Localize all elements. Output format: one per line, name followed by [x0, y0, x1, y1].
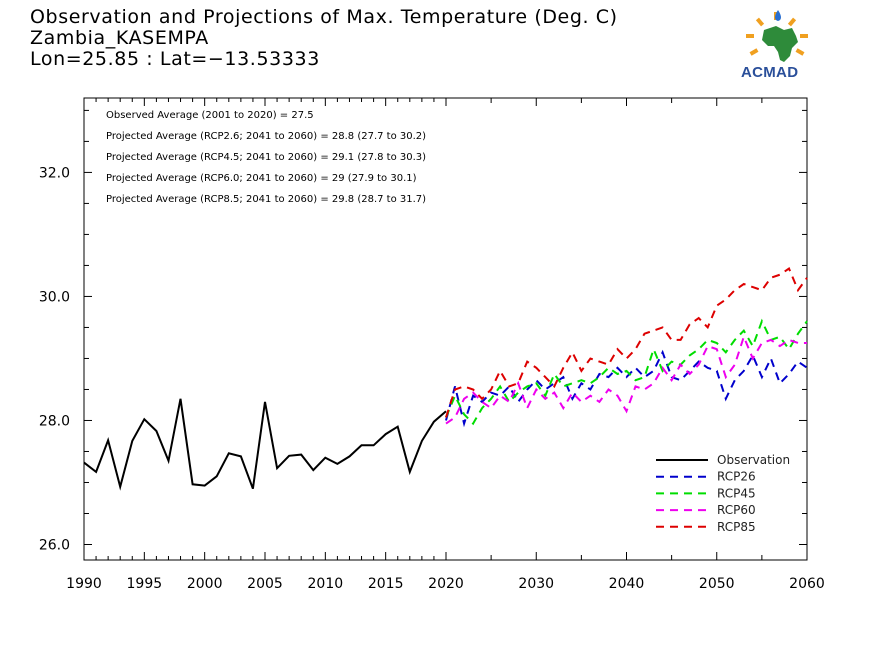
x-tick-label: 2060	[789, 576, 825, 592]
annotation-line: Observed Average (2001 to 2020) = 27.5	[106, 110, 314, 121]
plot-frame	[83, 97, 808, 561]
x-tick-label: 2040	[609, 576, 645, 592]
annotation-line: Projected Average (RCP8.5; 2041 to 2060)…	[106, 194, 426, 205]
x-tick-label: 2030	[518, 576, 554, 592]
x-tick-label: 2010	[308, 576, 344, 592]
x-tick-label: 2000	[187, 576, 223, 592]
x-tick-label: 2005	[247, 576, 283, 592]
legend-label-rcp26: RCP26	[717, 470, 756, 484]
annotation-line: Projected Average (RCP4.5; 2041 to 2060)…	[106, 152, 426, 163]
station-coordinates: Lon=25.85 : Lat=−13.53333	[30, 48, 320, 70]
station-name: Zambia_KASEMPA	[30, 27, 209, 49]
legend-label-rcp60: RCP60	[717, 503, 756, 517]
x-tick-label: 2050	[699, 576, 735, 592]
x-tick-label: 1995	[127, 576, 163, 592]
series-line-rcp26	[445, 349, 808, 428]
legend-label-rcp45: RCP45	[717, 486, 756, 500]
chart-title-block: Observation and Projections of Max. Temp…	[30, 7, 618, 70]
series-line-rcp45	[445, 318, 808, 426]
y-tick-label: 32.0	[39, 165, 70, 181]
chart-title: Observation and Projections of Max. Temp…	[30, 6, 618, 28]
acmad-logo-icon	[746, 10, 808, 62]
y-tick-label: 30.0	[39, 289, 70, 305]
acmad-logo-text: ACMAD	[741, 64, 799, 81]
x-tick-label: 1990	[66, 576, 102, 592]
x-tick-label: 2015	[368, 576, 404, 592]
annotation-line: Projected Average (RCP6.0; 2041 to 2060)…	[106, 173, 417, 184]
series-line-rcp60	[445, 333, 807, 425]
legend-label-observation: Observation	[717, 453, 790, 467]
x-tick-label: 2020	[428, 576, 464, 592]
y-tick-label: 28.0	[39, 413, 70, 429]
series-line-rcp85	[445, 266, 808, 418]
series-line-observation	[83, 398, 447, 491]
legend-label-rcp85: RCP85	[717, 520, 756, 534]
annotation-line: Projected Average (RCP2.6; 2041 to 2060)…	[106, 131, 426, 142]
y-tick-label: 26.0	[39, 537, 70, 553]
